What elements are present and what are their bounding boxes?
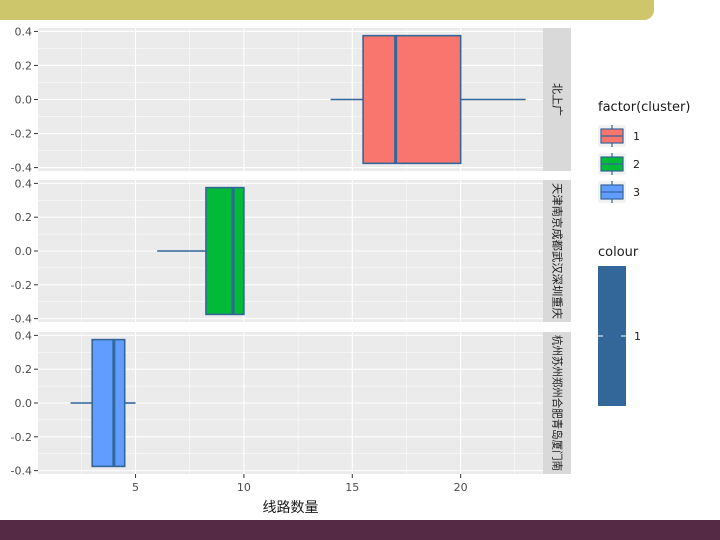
legend-key-2: 2 (598, 153, 640, 175)
facet-panel-1: 0.4 0.2 0.0 -0.2 -0.4 北上广 (11, 25, 571, 175)
box-cluster-2 (205, 186, 245, 316)
y-tick-label: -0.2 (11, 279, 32, 292)
legend-title-colour: colour (598, 245, 639, 260)
y-tick-label: 0.4 (15, 177, 33, 190)
legend-label: 1 (633, 130, 640, 143)
legend-key-3: 3 (598, 181, 640, 203)
top-banner (0, 0, 654, 20)
y-tick-label: 0.2 (15, 363, 33, 376)
facet-panel-3: 0.4 0.2 0.0 -0.2 -0.4 杭州苏州郑州合肥青岛厦门南 (11, 329, 571, 478)
x-tick-label: 20 (454, 481, 468, 494)
y-tick-label: 0.2 (15, 59, 33, 72)
y-tick-label: 0.0 (15, 397, 33, 410)
legend-colour-label: 1 (634, 330, 641, 343)
x-axis-title: 线路数量 (263, 500, 319, 516)
legend-label: 3 (633, 186, 640, 199)
legend-key-1: 1 (598, 125, 640, 147)
facet-strip-label: 杭州苏州郑州合肥青岛厦门南 (551, 335, 565, 471)
y-tick-label: -0.2 (11, 128, 32, 141)
x-tick-label: 5 (132, 481, 139, 494)
y-tick-label: -0.4 (11, 313, 32, 326)
facet-panel-2: 0.4 0.2 0.0 -0.2 -0.4 天津南京成都武汉深圳重庆 (11, 177, 571, 326)
y-tick-label: -0.2 (11, 431, 32, 444)
y-tick-label: 0.0 (15, 245, 33, 258)
y-tick-label: 0.4 (15, 329, 33, 342)
y-tick-label: 0.4 (15, 25, 33, 38)
facet-strip-label: 北上广 (551, 83, 564, 116)
facet-strip (543, 180, 571, 322)
box-cluster-1 (362, 34, 462, 165)
facet-strip (543, 28, 571, 171)
legend-label: 2 (633, 158, 640, 171)
y-tick-label: -0.4 (11, 465, 32, 478)
x-tick-label: 15 (345, 481, 359, 494)
y-tick-label: 0.0 (15, 94, 33, 107)
bottom-banner (0, 520, 720, 540)
legend-title-fill: factor(cluster) (598, 100, 690, 115)
facet-strip-label: 天津南京成都武汉深圳重庆 (551, 183, 565, 319)
x-tick-label: 10 (237, 481, 251, 494)
y-tick-label: -0.4 (11, 162, 32, 175)
facet-strip (543, 332, 571, 474)
y-tick-label: 0.2 (15, 211, 33, 224)
box-cluster-3 (91, 338, 126, 468)
